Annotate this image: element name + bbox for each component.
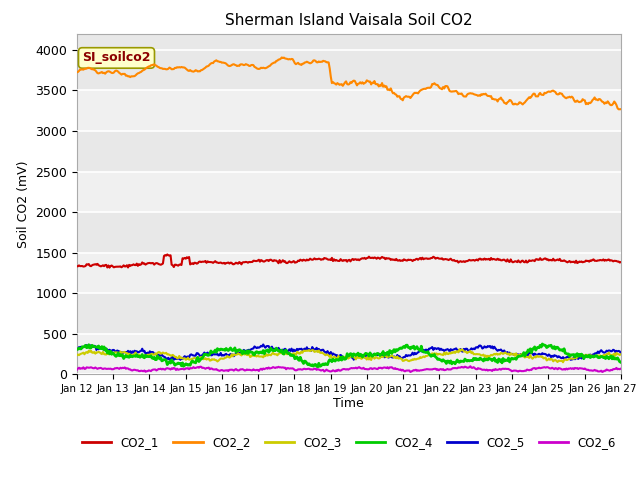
CO2_5 [337,352,344,358]
Text: SI_soilco2: SI_soilco2 [82,51,151,64]
CO2_4 [538,341,546,347]
CO2_2 [369,80,376,85]
X-axis label: Time: Time [333,397,364,410]
CO2_6 [606,368,614,373]
CO2_2 [336,82,344,88]
CO2_3 [73,352,81,358]
CO2_6 [397,367,404,372]
CO2_2 [73,70,81,75]
Bar [77,90,621,131]
Line: CO2_5: CO2_5 [77,345,621,360]
CO2_1 [163,252,171,257]
CO2_5 [617,350,625,356]
CO2_2 [615,107,623,112]
Line: CO2_1: CO2_1 [77,254,621,268]
CO2_1 [521,259,529,265]
Line: CO2_3: CO2_3 [77,349,621,362]
Line: CO2_2: CO2_2 [77,58,621,109]
CO2_6 [335,367,342,372]
CO2_1 [369,255,377,261]
CO2_3 [456,347,463,352]
CO2_6 [73,367,81,373]
CO2_5 [333,352,341,358]
CO2_6 [367,365,375,371]
CO2_2 [398,96,406,102]
CO2_3 [559,360,567,365]
CO2_5 [606,348,614,354]
CO2_1 [337,256,344,262]
CO2_6 [617,366,625,372]
CO2_3 [332,355,339,360]
CO2_4 [520,349,527,355]
Bar [77,334,621,374]
CO2_4 [398,346,406,351]
Legend: CO2_1, CO2_2, CO2_3, CO2_4, CO2_5, CO2_6: CO2_1, CO2_2, CO2_3, CO2_4, CO2_5, CO2_6 [77,432,621,454]
CO2_1 [399,258,406,264]
CO2_1 [617,259,625,265]
CO2_4 [617,360,625,365]
Title: Sherman Island Vaisala Soil CO2: Sherman Island Vaisala Soil CO2 [225,13,472,28]
CO2_1 [73,264,81,269]
CO2_2 [605,100,612,106]
CO2_3 [397,356,404,361]
CO2_4 [73,347,81,352]
CO2_6 [521,368,529,373]
CO2_5 [521,352,529,358]
CO2_5 [399,355,406,360]
CO2_4 [606,355,614,360]
Line: CO2_4: CO2_4 [77,344,621,367]
CO2_6 [467,363,474,369]
CO2_5 [369,352,377,358]
CO2_3 [617,351,625,357]
Bar [77,171,621,212]
CO2_3 [367,357,375,363]
CO2_3 [520,353,527,359]
CO2_5 [259,342,267,348]
CO2_2 [520,100,527,106]
CO2_2 [617,106,625,112]
CO2_5 [73,347,81,352]
CO2_1 [106,265,113,271]
CO2_2 [278,55,285,60]
CO2_4 [336,357,344,363]
CO2_2 [332,82,340,87]
CO2_4 [314,364,321,370]
CO2_6 [332,369,339,374]
CO2_1 [606,258,614,264]
Y-axis label: Soil CO2 (mV): Soil CO2 (mV) [17,160,29,248]
CO2_3 [335,353,342,359]
CO2_5 [170,357,178,363]
Line: CO2_6: CO2_6 [77,366,621,372]
CO2_3 [606,352,614,358]
CO2_4 [369,353,376,359]
CO2_6 [406,369,414,375]
CO2_1 [333,258,341,264]
Bar [77,252,621,293]
CO2_4 [332,357,340,362]
